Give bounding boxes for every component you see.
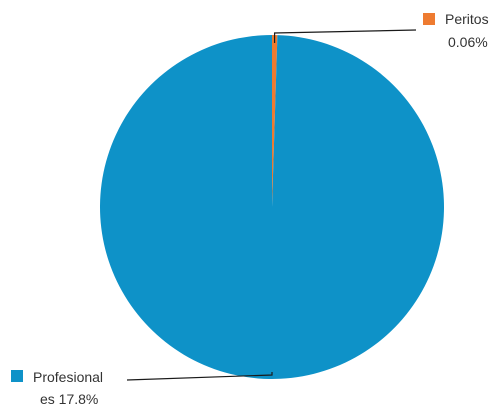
label-peritos: Peritos 0.06% xyxy=(423,11,489,50)
legend-swatch-peritos xyxy=(423,13,435,25)
label-profesionales-line2: es 17.8% xyxy=(40,391,98,407)
leader-lines xyxy=(126,29,417,381)
legend-swatch-profesionales xyxy=(11,370,23,382)
label-profesionales-line1: Profesional xyxy=(33,369,103,385)
label-peritos-line1: Peritos xyxy=(445,11,489,27)
pie-slice-peritos xyxy=(272,35,278,207)
leader-line-profesionales xyxy=(126,372,273,381)
label-peritos-line2: 0.06% xyxy=(448,34,488,50)
leader-line-peritos xyxy=(273,29,417,44)
label-profesionales: Profesional es 17.8% xyxy=(11,369,103,407)
pie-slice-profesionales xyxy=(99,35,444,379)
pie-slices xyxy=(99,35,444,379)
